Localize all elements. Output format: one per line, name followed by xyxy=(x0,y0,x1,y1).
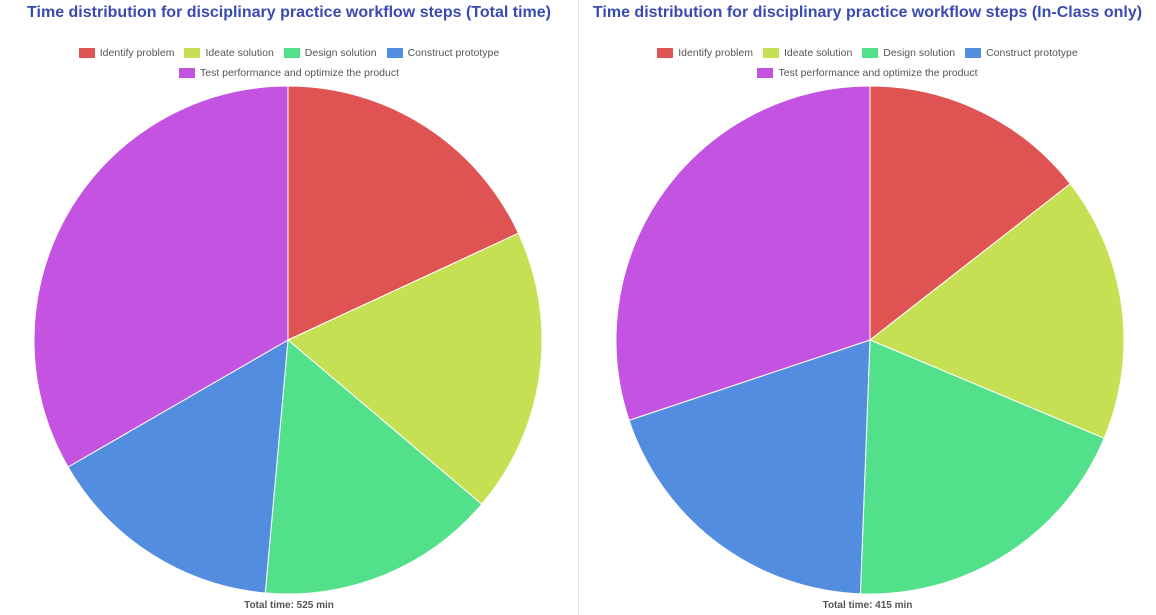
chart-in-class-only: Time distribution for disciplinary pract… xyxy=(579,0,1156,615)
legend-item-construct-prototype[interactable]: Construct prototype xyxy=(965,43,1078,63)
legend-item-ideate-solution[interactable]: Ideate solution xyxy=(762,43,852,63)
legend-item-design-solution[interactable]: Design solution xyxy=(862,43,955,63)
legend-swatch xyxy=(762,48,779,58)
legend-item-test-performance[interactable]: Test performance and optimize the produc… xyxy=(757,63,978,83)
legend: Identify problem Ideate solution Design … xyxy=(0,43,578,83)
legend-item-test-performance[interactable]: Test performance and optimize the produc… xyxy=(178,63,399,83)
total-time-label: Total time: 415 min xyxy=(822,600,913,611)
legend-swatch xyxy=(283,48,300,58)
legend-item-identify-problem[interactable]: Identify problem xyxy=(657,43,753,63)
pie-slice-identify-problem[interactable] xyxy=(287,85,520,341)
legend-item-design-solution[interactable]: Design solution xyxy=(283,43,377,63)
pie-slice-ideate-solution[interactable] xyxy=(869,183,1125,439)
chart-total-time: Time distribution for disciplinary pract… xyxy=(0,4,578,611)
legend-swatch xyxy=(862,48,879,58)
pie-slice-design-solution[interactable] xyxy=(859,339,1105,595)
legend-swatch xyxy=(386,48,403,58)
legend-swatch xyxy=(657,48,674,58)
legend-swatch xyxy=(757,68,774,78)
legend-swatch xyxy=(184,48,201,58)
pie-slice-identify-problem[interactable] xyxy=(869,85,1071,342)
pie-chart xyxy=(33,85,543,595)
pie-slice-ideate-solution[interactable] xyxy=(287,232,543,505)
pie-slice-construct-prototype[interactable] xyxy=(67,339,289,594)
legend-swatch xyxy=(78,48,95,58)
legend-item-identify-problem[interactable]: Identify problem xyxy=(78,43,174,63)
pie-slice-design-solution[interactable] xyxy=(264,338,483,595)
legend-item-ideate-solution[interactable]: Ideate solution xyxy=(184,43,274,63)
chart-title: Time distribution for disciplinary pract… xyxy=(592,4,1143,21)
total-time-label: Total time: 525 min xyxy=(244,600,334,611)
chart-title: Time distribution for disciplinary pract… xyxy=(27,4,551,21)
pie-slice-construct-prototype[interactable] xyxy=(628,339,871,595)
pie-slice-test-performance[interactable] xyxy=(615,85,871,421)
legend-swatch xyxy=(965,48,982,58)
pie-slice-test-performance[interactable] xyxy=(33,85,289,468)
legend: Identify problem Ideate solution Design … xyxy=(579,43,1156,83)
legend-swatch xyxy=(178,68,195,78)
panel-divider xyxy=(578,0,579,615)
pie-chart xyxy=(615,85,1125,595)
legend-item-construct-prototype[interactable]: Construct prototype xyxy=(386,43,499,63)
